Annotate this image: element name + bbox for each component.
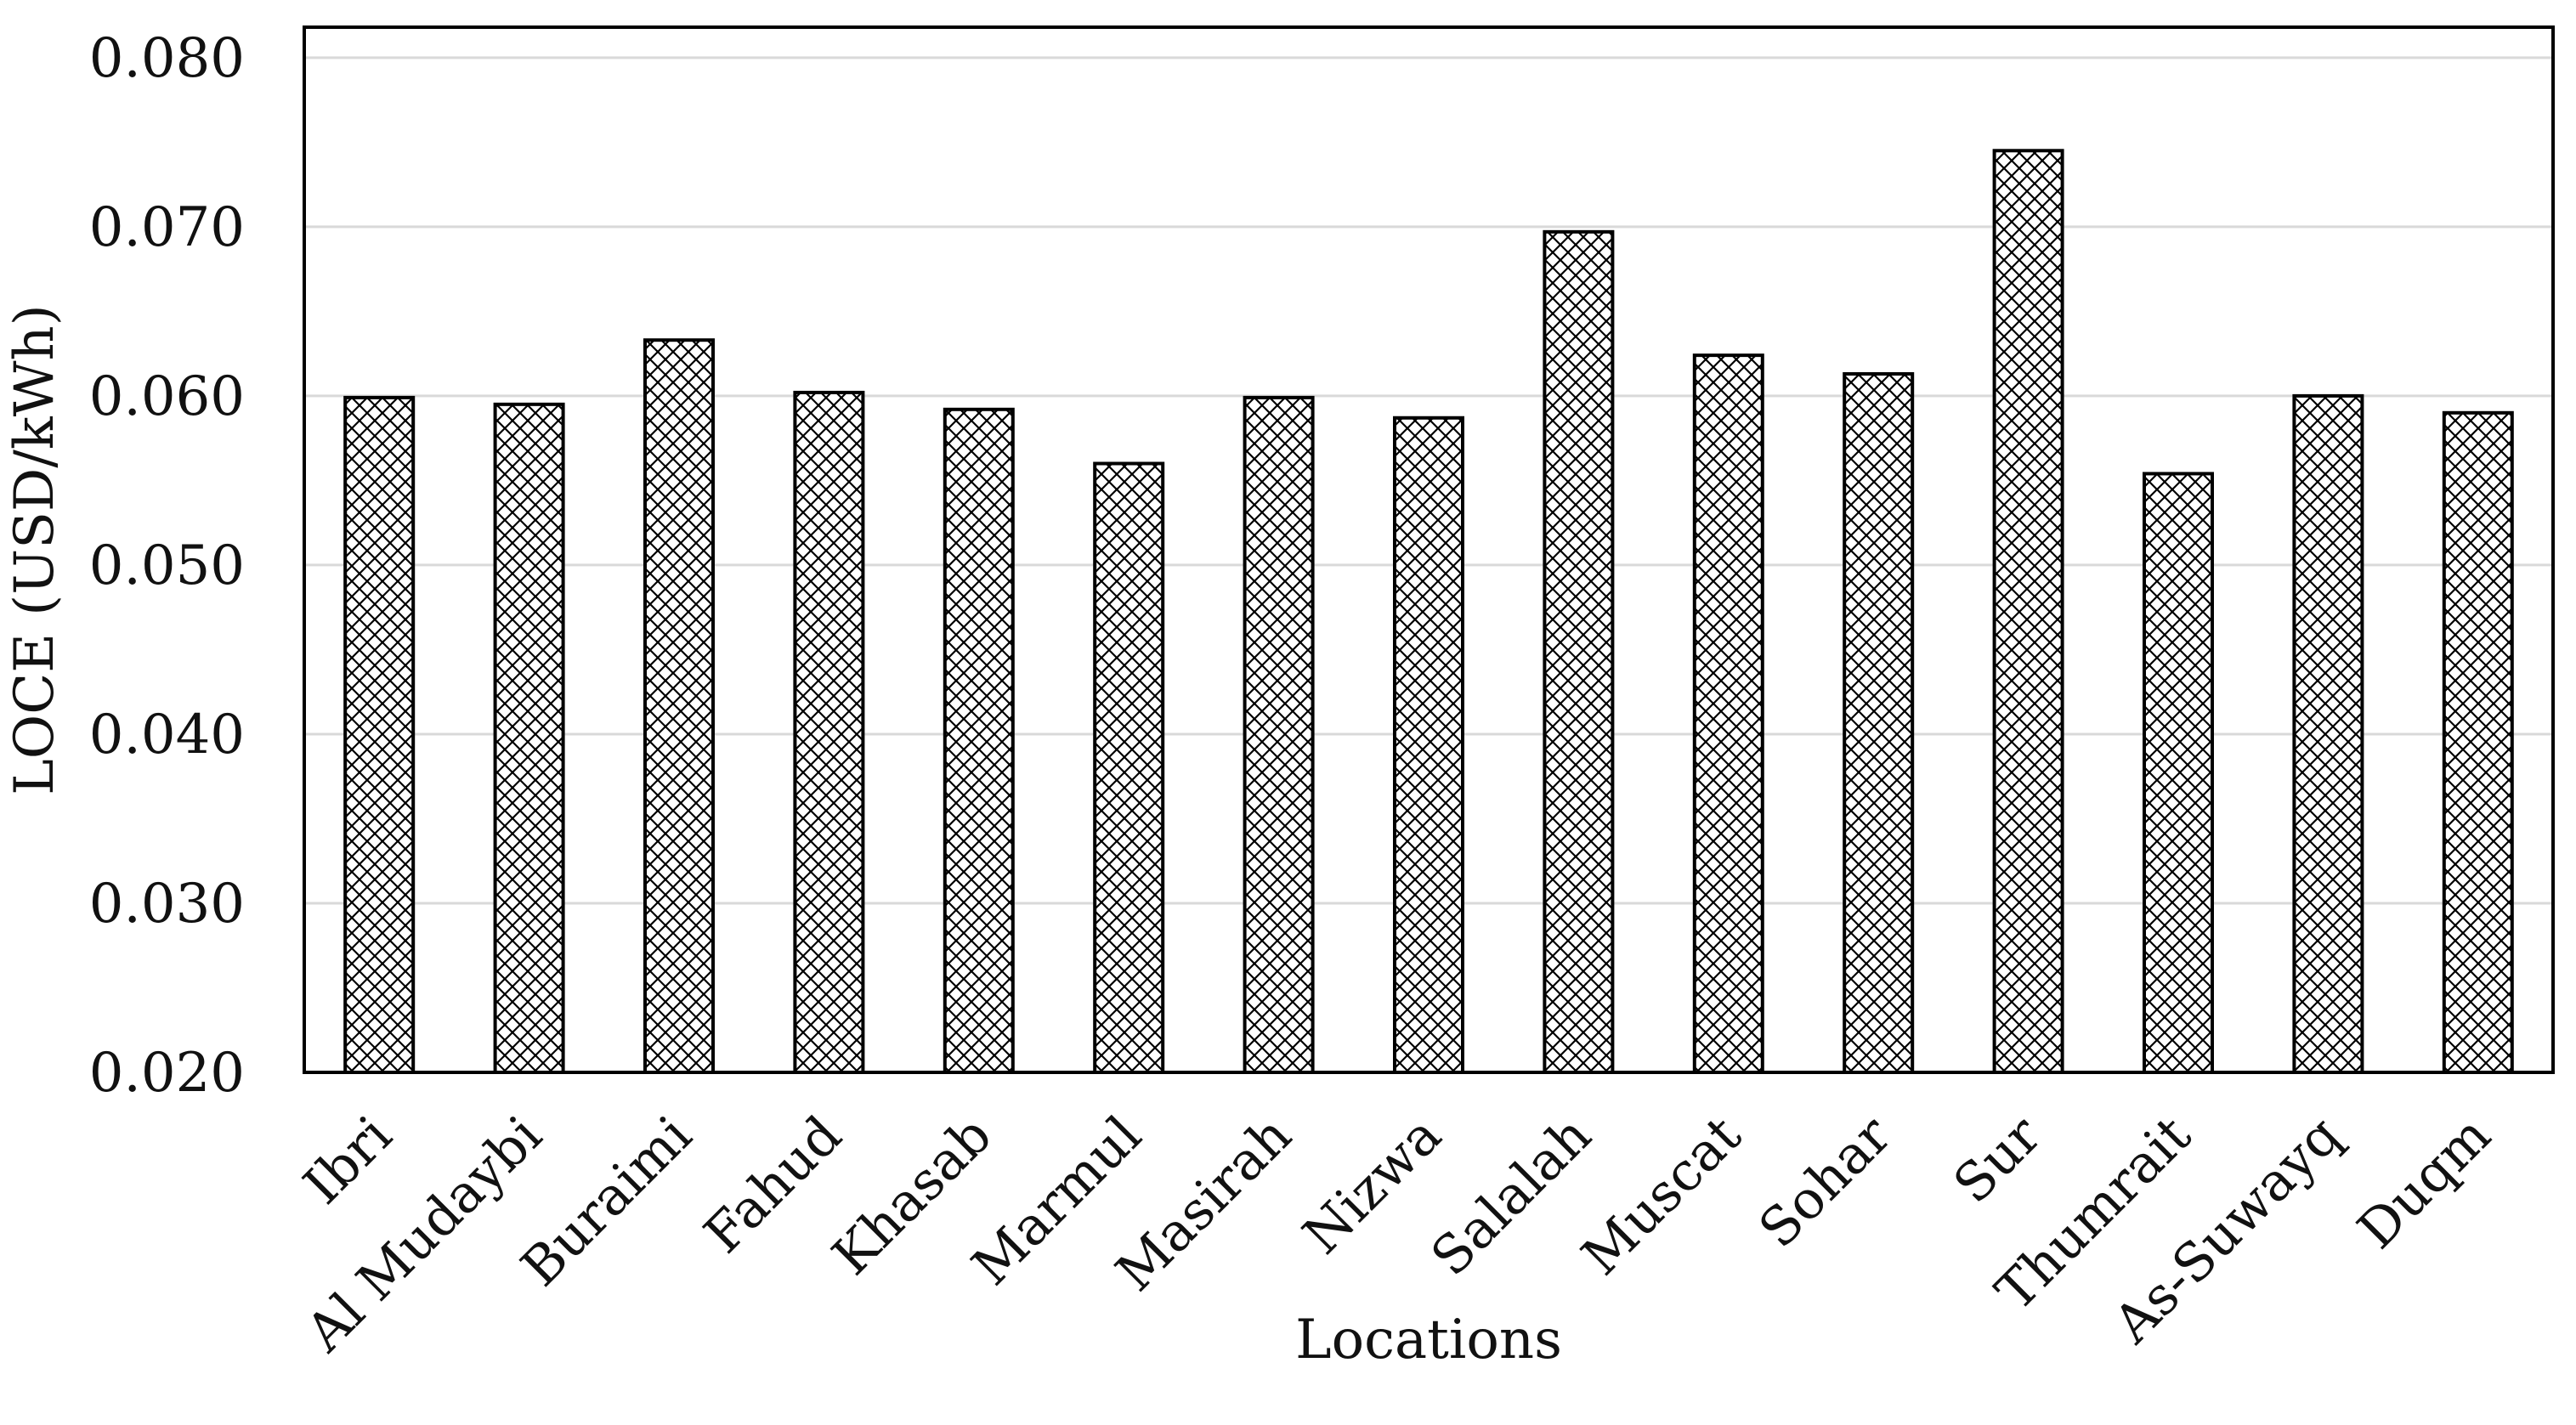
y-tick-label: 0.070	[89, 196, 245, 259]
y-tick-label: 0.050	[89, 534, 245, 597]
y-tick-label: 0.060	[89, 365, 245, 428]
x-axis-label: Locations	[1295, 1309, 1562, 1371]
bars	[343, 149, 2514, 1075]
y-tick-label: 0.040	[89, 704, 245, 766]
bar-duqm	[2442, 410, 2514, 1074]
bar-buraimi	[643, 338, 715, 1075]
bar-marmul	[1093, 461, 1165, 1074]
bar-thumrait	[2143, 472, 2214, 1074]
y-tick-label: 0.080	[89, 27, 245, 90]
x-tick-label: Duqm	[2346, 1104, 2503, 1261]
bar-as-suwayq	[2292, 393, 2364, 1074]
bar-fahud	[793, 390, 865, 1075]
bar-ibri	[343, 395, 416, 1074]
y-tick-labels: 0.020 0.030 0.040 0.050 0.060 0.070 0.080	[89, 27, 245, 1105]
bar-salalah	[1543, 229, 1615, 1074]
x-tick-label: Sur	[1941, 1104, 2052, 1215]
bar-nizwa	[1393, 416, 1464, 1075]
bar-khasab	[943, 407, 1015, 1074]
bar-muscat	[1692, 353, 1764, 1074]
x-tick-label: Salalah	[1419, 1104, 1603, 1287]
x-tick-label: Ibri	[292, 1104, 404, 1216]
bar-al-mudaybi	[493, 402, 565, 1074]
y-tick-label: 0.030	[89, 873, 245, 936]
y-tick-label: 0.020	[89, 1042, 245, 1105]
x-tick-label: Sohar	[1747, 1104, 1903, 1260]
plot-area-frame	[303, 25, 2555, 1074]
bar-sohar	[1843, 372, 1915, 1074]
bar-masirah	[1243, 395, 1315, 1074]
bar-sur	[1992, 149, 2064, 1074]
y-axis-label: LOCE (USD/kWh)	[3, 304, 66, 794]
x-tick-label: Muscat	[1570, 1104, 1753, 1287]
